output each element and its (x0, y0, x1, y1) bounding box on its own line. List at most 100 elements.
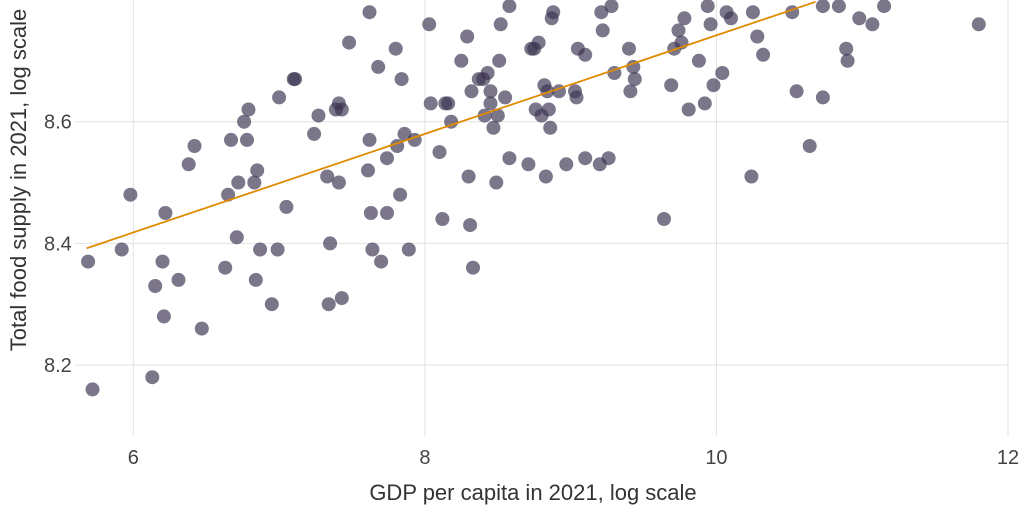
data-point (114, 242, 129, 257)
data-point (247, 175, 262, 190)
grid-lines (75, 0, 1009, 436)
data-point (156, 309, 171, 324)
data-point (594, 5, 609, 20)
data-point (540, 84, 555, 99)
data-point (397, 126, 412, 141)
data-point (380, 151, 394, 166)
data-point (466, 260, 480, 275)
data-point (240, 132, 254, 147)
data-point (852, 11, 867, 26)
data-point (321, 297, 336, 312)
data-point (531, 35, 546, 50)
data-point (578, 47, 593, 62)
data-point (145, 370, 160, 385)
data-point (802, 139, 817, 153)
data-point (706, 78, 721, 93)
data-point (703, 17, 718, 32)
data-point (464, 84, 479, 99)
data-point (671, 23, 686, 38)
data-point (241, 102, 256, 117)
data-point (311, 108, 326, 123)
data-point (148, 279, 163, 293)
data-point (877, 0, 892, 14)
data-point (492, 53, 507, 68)
data-point (155, 254, 170, 269)
data-point (394, 72, 409, 87)
x-tick-label: 8 (419, 447, 430, 469)
data-point (365, 242, 380, 257)
data-point (490, 108, 505, 123)
data-point (272, 90, 287, 105)
data-point (218, 260, 233, 275)
data-point (521, 157, 536, 172)
x-axis-title: GDP per capita in 2021, log scale (369, 480, 696, 505)
data-point (578, 151, 593, 166)
data-point (489, 175, 504, 190)
data-point (626, 59, 641, 74)
data-point (502, 0, 517, 14)
data-point (158, 206, 173, 220)
data-point (691, 53, 706, 68)
data-point (441, 96, 456, 111)
data-point (498, 90, 513, 105)
data-point (750, 29, 765, 44)
data-point (123, 187, 138, 202)
data-point (493, 17, 508, 32)
data-point (362, 132, 377, 147)
data-point (334, 102, 349, 117)
data-point (334, 291, 349, 306)
y-tick-label: 8.4 (44, 233, 72, 255)
data-point (541, 102, 556, 117)
data-point (538, 169, 553, 184)
data-point (237, 114, 252, 129)
data-point (288, 72, 303, 87)
data-point (250, 163, 265, 178)
data-point (543, 120, 558, 135)
data-point (700, 0, 715, 14)
data-point (380, 206, 394, 220)
data-point (595, 23, 610, 38)
data-point (363, 206, 378, 220)
data-point (461, 169, 476, 184)
data-point (374, 254, 389, 269)
data-point (697, 96, 712, 111)
data-point (171, 272, 186, 287)
data-point (432, 145, 447, 160)
data-point (569, 90, 584, 105)
data-point (85, 382, 100, 397)
data-point (371, 59, 386, 74)
data-point (483, 96, 498, 111)
data-point (81, 254, 96, 269)
data-point (454, 53, 469, 68)
data-point (187, 139, 202, 153)
data-point (224, 132, 238, 147)
data-point (839, 41, 854, 56)
data-point (361, 163, 375, 178)
data-point (622, 41, 636, 56)
data-point (559, 157, 574, 172)
data-point (604, 0, 619, 14)
data-point (248, 272, 263, 287)
data-point (181, 157, 196, 172)
data-point (444, 114, 459, 129)
data-point (331, 175, 346, 190)
data-point (435, 212, 450, 226)
data-point (362, 5, 377, 20)
data-point (865, 17, 880, 32)
data-point (657, 212, 671, 226)
data-point (546, 5, 561, 20)
data-point (463, 218, 478, 233)
x-tick-label: 10 (705, 447, 727, 469)
data-point (840, 53, 855, 68)
data-point (279, 199, 294, 214)
data-points (81, 0, 986, 397)
data-point (221, 187, 236, 202)
data-point (971, 17, 986, 32)
data-point (423, 96, 438, 111)
data-point (601, 151, 616, 166)
data-point (677, 11, 692, 26)
data-point (789, 84, 804, 99)
data-point (681, 102, 696, 117)
data-point (460, 29, 475, 44)
